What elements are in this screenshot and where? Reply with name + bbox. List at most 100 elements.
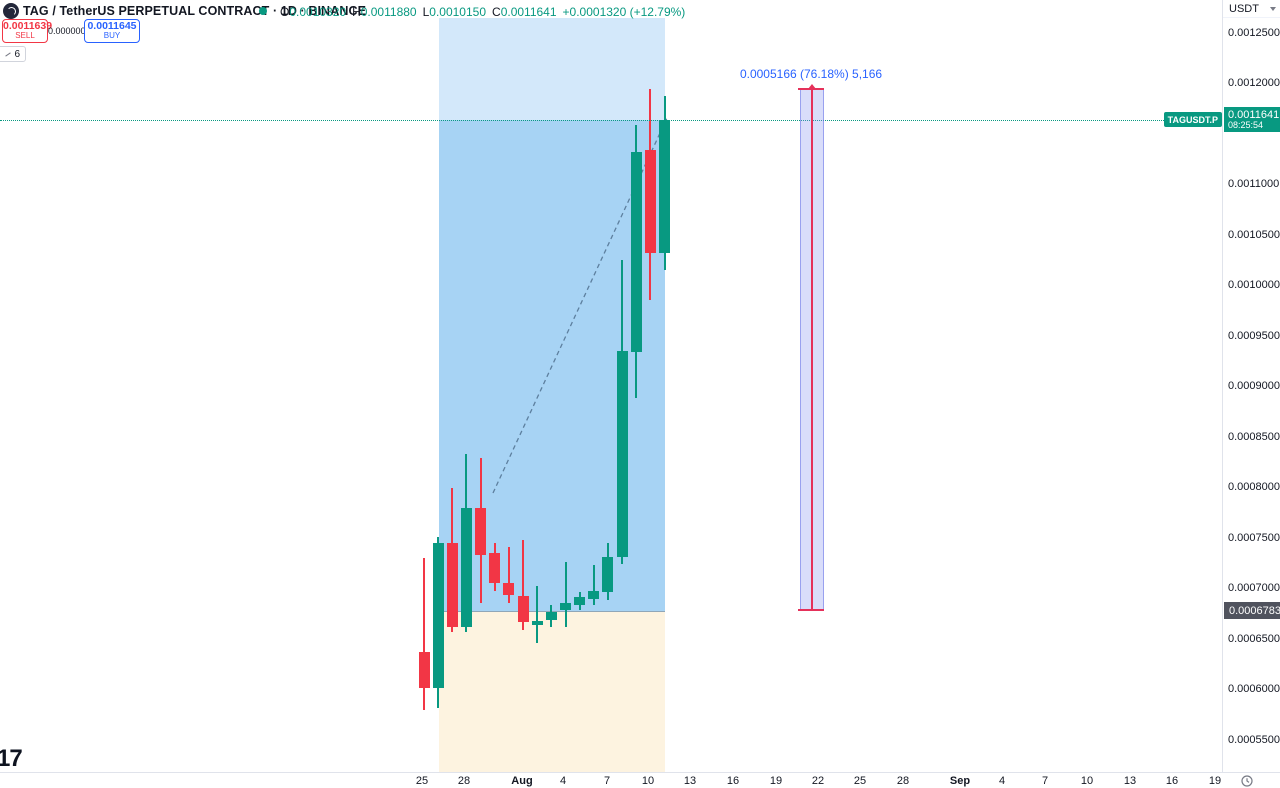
candle-body [616,351,628,558]
close-value: 0.0011641 [500,5,557,19]
candle-body [574,596,586,605]
time-tick-label: 19 [769,775,783,787]
candle-body [560,602,571,610]
trendline-drawing[interactable] [0,0,1222,772]
candle-body [644,150,656,254]
candle-body [446,543,458,627]
range-center-line [811,88,813,611]
time-tick-label: 7 [1041,775,1049,787]
badge-mark-icon [5,51,12,57]
candle-wick [423,558,425,710]
buy-word: BUY [103,31,121,41]
candle-body [475,507,487,556]
price-tick-label: 0.0011000 [1228,178,1280,191]
candle-wick [564,562,567,627]
symbol-logo-icon [3,3,19,19]
price-tick-label: 0.0008500 [1228,430,1280,443]
buy-button[interactable]: 0.0011645 BUY [84,19,140,43]
time-tick-label: Aug [511,775,533,787]
price-tick-label: 0.0007000 [1228,582,1280,595]
candle-wick [592,565,595,605]
time-tick-label: 10 [1080,775,1094,787]
price-scale[interactable]: USDT 0.0012500 0.0012000 0.0011000 0.001050… [1222,0,1280,772]
drawing-count-badge[interactable]: 6 [0,46,26,62]
candle-body [418,652,430,689]
open-value: 0.0010320 [289,5,347,19]
spread-value: 0.0000006 [48,26,91,36]
timezone-clock-icon[interactable] [1241,775,1253,787]
candle-body [503,582,515,595]
candle-body [460,507,472,627]
range-bottom-cap [798,609,824,612]
time-tick-label: 16 [1165,775,1179,787]
price-tick-label: 0.0012000 [1228,77,1280,90]
chart-plot-area[interactable]: 0.0005166 (76.18%) 5,166 [0,0,1222,772]
chevron-down-icon [1270,7,1276,11]
measure-label: 0.0005166 (76.18%) 5,166 [739,66,883,81]
low-letter: L [422,5,430,19]
price-tick-label: 0.0009500 [1228,329,1280,342]
time-tick-label: 28 [457,775,471,787]
high-value: 0.0011880 [360,5,417,19]
sell-button[interactable]: 0.0011639 SELL [2,19,53,43]
low-value: 0.0010150 [429,5,487,19]
close-letter: C [492,5,501,19]
price-tick-label: 0.0008000 [1228,481,1280,494]
time-tick-label: 7 [603,775,611,787]
entry-price-label: 0.0006783 [1224,602,1280,619]
candle-body [531,620,543,625]
time-tick-label: 22 [811,775,825,787]
time-axis[interactable]: 25 28 Aug 4 7 10 13 16 19 22 25 28 Sep 4 7 10 13 16 19 [0,772,1280,788]
profit-zone-upper[interactable] [439,18,665,120]
time-tick-label: 28 [896,775,910,787]
price-tick-label: 0.0010000 [1228,279,1280,292]
sell-word: SELL [15,31,35,41]
buy-price: 0.0011645 [87,20,137,33]
sell-price: 0.0011639 [3,20,53,33]
time-tick-label: 4 [559,775,567,787]
last-price-value: 0.0011641 [1228,109,1280,122]
time-tick-label: Sep [949,775,971,787]
market-status-dot-icon[interactable] [259,7,267,15]
price-tick-label: 0.0010500 [1228,228,1280,241]
candle-body [602,557,614,592]
candle-body [432,543,444,689]
time-tick-label: 13 [1123,775,1137,787]
bar-countdown: 08:25:54 [1228,120,1264,131]
candle-body [489,553,501,583]
price-tick-label: 0.0006500 [1228,632,1280,645]
stop-zone[interactable] [439,610,665,772]
currency-unit-button[interactable]: USDT [1223,0,1280,18]
high-letter: H [352,5,361,19]
currency-label: USDT [1229,2,1259,15]
candle-body [630,152,642,353]
time-tick-label: 4 [998,775,1006,787]
ohlc-values: O0.0010320 H0.0011880 L0.0010150 C0.0011… [280,5,685,19]
time-tick-label: 19 [1208,775,1222,787]
price-tick-label: 0.0007500 [1228,531,1280,544]
price-tick-label: 0.0009000 [1228,380,1280,393]
candle-body [659,119,671,254]
time-tick-label: 25 [415,775,429,787]
price-range-tool[interactable] [798,83,824,612]
candle-body [517,595,529,622]
candle-wick [507,547,510,603]
candle-wick [522,540,525,630]
time-tick-label: 13 [683,775,697,787]
symbol-title[interactable]: TAG / TetherUS PERPETUAL CONTRACT · 1D ·… [23,4,367,18]
symbol-price-tag: TAGUSDT.P [1163,112,1222,128]
time-tick-label: 16 [726,775,740,787]
price-tick-label: 0.0012500 [1228,26,1280,39]
current-price-line [0,119,1222,121]
price-tick-label: 0.0005500 [1228,733,1280,746]
range-arrow-up-icon [808,83,816,89]
candle-wick [536,585,539,644]
price-tick-label: 0.0006000 [1228,683,1280,696]
change-value: +0.0001320 (+12.79%) [562,5,686,19]
open-letter: O [280,5,290,19]
last-price-label: 0.0011641 08:25:54 [1224,107,1280,133]
candle-body [545,611,557,620]
candle-body [588,590,600,599]
time-tick-label: 10 [641,775,655,787]
